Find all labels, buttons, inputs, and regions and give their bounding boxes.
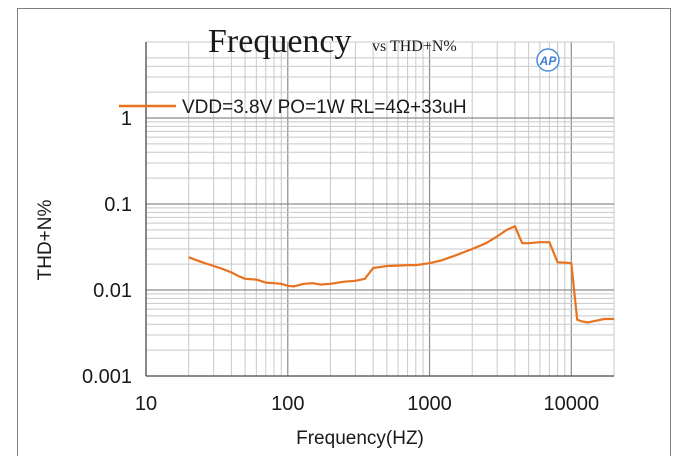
y-axis-title: THD+N% [35,200,56,281]
x-tick-label: 1000 [407,393,452,415]
legend: VDD=3.8V PO=1W RL=4Ω+33uH [119,97,467,118]
x-axis-title: Frequency(HZ) [296,428,424,449]
x-tick-label: 100 [271,393,304,415]
logo-text: AP [539,54,558,68]
chart-title-group: Frequency vs THD+N% [208,23,457,60]
y-axis-title-group: THD+N% [35,200,56,281]
axes: 10 100 1000 10000 0.001 0.01 0.1 1 [82,42,614,415]
y-tick-label: 0.01 [93,280,132,302]
chart-frame [17,8,671,456]
y-tick-label: 0.001 [82,366,132,388]
legend-label: VDD=3.8V PO=1W RL=4Ω+33uH [182,97,467,118]
x-tick-label: 10000 [544,393,600,415]
y-tick-label: 0.1 [104,194,132,216]
chart-title: Frequency [208,23,352,60]
y-tick-label: 1 [121,108,132,130]
series-line [188,225,614,324]
chart-subtitle: vs THD+N% [372,38,457,55]
grid-lines [145,41,615,377]
series-group [188,225,614,324]
audio-precision-logo: AP [536,48,560,72]
x-tick-label: 10 [135,393,157,415]
